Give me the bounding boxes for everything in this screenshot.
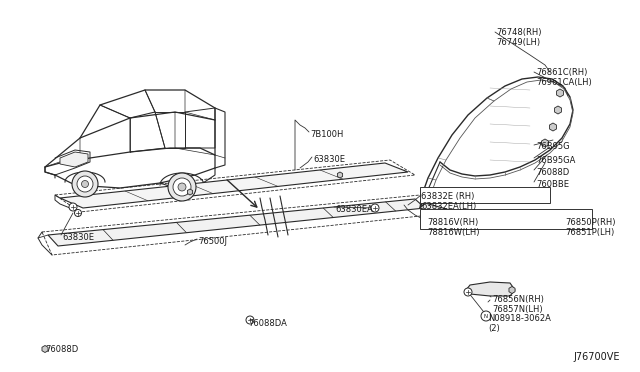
Text: 63830EA: 63830EA xyxy=(335,205,372,214)
Circle shape xyxy=(77,176,93,192)
Polygon shape xyxy=(337,172,342,178)
Circle shape xyxy=(481,311,491,321)
Circle shape xyxy=(371,204,379,212)
Text: 63830E: 63830E xyxy=(62,233,94,242)
Text: 76B95GA: 76B95GA xyxy=(536,156,575,165)
Circle shape xyxy=(74,209,81,217)
Circle shape xyxy=(72,171,98,197)
Polygon shape xyxy=(188,189,193,195)
Polygon shape xyxy=(509,286,515,294)
Polygon shape xyxy=(48,199,425,246)
Circle shape xyxy=(168,173,196,201)
Polygon shape xyxy=(550,123,556,131)
Polygon shape xyxy=(420,203,565,220)
Polygon shape xyxy=(541,139,548,147)
Circle shape xyxy=(81,180,88,187)
Polygon shape xyxy=(554,106,561,114)
Text: 76500J: 76500J xyxy=(198,237,227,246)
Polygon shape xyxy=(557,89,563,97)
Text: N08918-3062A
(2): N08918-3062A (2) xyxy=(488,314,551,333)
Text: 76088DA: 76088DA xyxy=(248,319,287,328)
Text: N: N xyxy=(484,314,488,318)
Text: 76088D: 76088D xyxy=(45,345,78,354)
Circle shape xyxy=(173,178,191,196)
Polygon shape xyxy=(60,163,408,208)
Circle shape xyxy=(246,316,254,324)
Text: 63830E: 63830E xyxy=(313,155,345,164)
Polygon shape xyxy=(60,152,88,167)
FancyBboxPatch shape xyxy=(420,187,550,203)
Text: 76861C(RH)
76961CA(LH): 76861C(RH) 76961CA(LH) xyxy=(536,68,592,87)
Text: 76748(RH)
76749(LH): 76748(RH) 76749(LH) xyxy=(496,28,541,47)
Text: 78816V(RH)
78816W(LH): 78816V(RH) 78816W(LH) xyxy=(427,218,479,237)
Text: 76856N(RH)
76857N(LH): 76856N(RH) 76857N(LH) xyxy=(492,295,544,314)
Circle shape xyxy=(178,183,186,191)
Text: 63832E (RH)
63832EA(LH): 63832E (RH) 63832EA(LH) xyxy=(421,192,476,211)
Polygon shape xyxy=(466,282,515,296)
Text: 76B95G: 76B95G xyxy=(536,142,570,151)
FancyBboxPatch shape xyxy=(420,209,592,229)
Circle shape xyxy=(69,203,77,211)
Text: 760BBE: 760BBE xyxy=(536,180,569,189)
Text: 7B100H: 7B100H xyxy=(310,130,344,139)
Text: 76850P(RH)
76851P(LH): 76850P(RH) 76851P(LH) xyxy=(565,218,616,237)
Polygon shape xyxy=(42,346,48,353)
Text: J76700VE: J76700VE xyxy=(573,352,620,362)
Text: 76088D: 76088D xyxy=(536,168,569,177)
Circle shape xyxy=(464,288,472,296)
